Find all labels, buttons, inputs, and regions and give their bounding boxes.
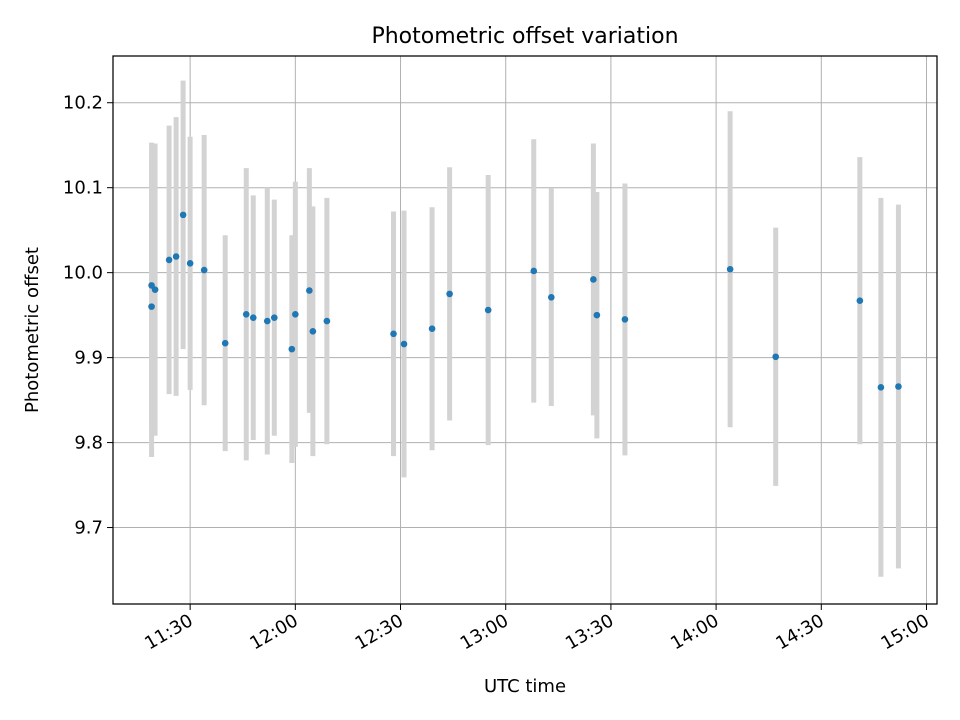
y-ticks: 9.7 9.8 9.9 10.0 10.1 10.2 (63, 93, 113, 539)
data-point (186, 260, 194, 267)
y-tick-label: 9.7 (74, 518, 103, 539)
data-point (895, 383, 902, 390)
data-point (446, 290, 453, 298)
data-point (390, 330, 397, 338)
data-point (309, 327, 317, 335)
x-axis-label: UTC time (484, 676, 566, 697)
data-point (621, 316, 629, 323)
y-tick-label: 10.1 (63, 178, 103, 199)
data-point (306, 287, 313, 294)
data-point (877, 384, 885, 391)
data-points (148, 211, 902, 391)
x-tick-label: 12:00 (246, 610, 301, 654)
data-point (547, 293, 555, 301)
chart-title: Photometric offset variation (371, 24, 678, 49)
x-tick-label: 15:00 (878, 610, 933, 654)
grid-lines (113, 56, 937, 604)
y-tick-label: 10.2 (63, 93, 103, 114)
y-tick-label: 10.0 (63, 263, 103, 284)
data-point (288, 345, 296, 353)
data-point (530, 267, 538, 275)
x-tick-label: 11:30 (141, 610, 196, 654)
data-point (726, 265, 734, 273)
data-point (249, 314, 257, 321)
data-point (590, 276, 597, 283)
data-point (484, 306, 492, 314)
data-point (151, 286, 159, 293)
y-tick-label: 9.8 (74, 433, 103, 454)
data-point (428, 325, 436, 333)
data-point (200, 266, 208, 274)
data-point (400, 340, 408, 348)
x-tick-label: 14:30 (772, 610, 827, 654)
x-ticks: 11:30 12:00 12:30 13:00 13:30 14:00 14:30 15:00 (141, 604, 933, 654)
data-point (148, 303, 155, 310)
y-tick-label: 9.9 (74, 348, 103, 369)
data-point (292, 310, 299, 318)
data-point (242, 310, 250, 318)
data-point (165, 256, 173, 264)
data-point (772, 353, 780, 361)
data-point (593, 311, 601, 319)
data-point (179, 211, 187, 219)
error-bars (149, 80, 901, 577)
x-tick-label: 13:00 (457, 610, 512, 654)
data-point (172, 253, 180, 260)
data-point (856, 297, 864, 304)
data-point (270, 314, 278, 321)
x-tick-label: 14:00 (667, 610, 722, 654)
plot-frame (112, 55, 938, 605)
x-tick-label: 12:30 (352, 610, 407, 654)
x-tick-label: 13:30 (562, 610, 617, 654)
y-axis-label: Photometric offset (22, 247, 43, 413)
data-point (323, 317, 331, 325)
data-point (263, 317, 271, 325)
data-point (221, 339, 229, 347)
